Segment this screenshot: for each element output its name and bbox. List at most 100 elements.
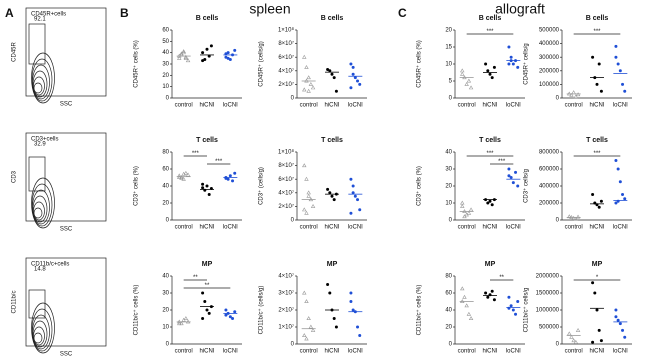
chart-title: MP (485, 261, 496, 268)
y-tick-label: 20 (445, 325, 452, 331)
data-point (614, 201, 618, 205)
x-tick-label: loCNI (223, 349, 238, 355)
data-point (593, 291, 597, 295)
data-point (591, 340, 595, 344)
data-point (460, 71, 465, 76)
data-point (353, 76, 357, 80)
data-point (201, 59, 205, 63)
y-axis-label: CD3⁺ cells (%) (133, 166, 140, 206)
gate-pct: 92.1 (34, 17, 46, 23)
y-tick-label: 400000 (539, 184, 560, 190)
x-tick-label: hiCNI (482, 103, 497, 109)
data-point (507, 62, 511, 66)
x-tick-label: control (175, 349, 193, 355)
x-tick-label: loCNI (613, 349, 628, 355)
y-tick-label: 10 (445, 62, 452, 68)
data-point (571, 215, 576, 220)
axes (454, 152, 525, 221)
y-tick-label: 40 (445, 308, 452, 314)
data-point (509, 304, 513, 308)
data-point (302, 207, 307, 212)
data-point (575, 214, 581, 219)
x-tick-label: hiCNI (199, 225, 214, 231)
data-point (614, 55, 618, 59)
data-point (179, 175, 184, 180)
axes (561, 152, 632, 221)
data-point (623, 335, 627, 339)
flow-plot (25, 132, 107, 222)
data-point (351, 72, 355, 76)
data-point (488, 72, 492, 76)
data-point (486, 201, 490, 205)
y-tick-label: 800000 (539, 150, 560, 156)
data-point (349, 300, 353, 303)
data-point (207, 193, 211, 196)
y-tick-label: 80 (445, 274, 452, 280)
flow-xlabel: SSC (60, 102, 73, 108)
data-point (591, 55, 595, 59)
x-tick-label: hiCNI (589, 225, 604, 231)
data-point (302, 290, 307, 295)
data-point (326, 67, 330, 71)
contour (31, 177, 55, 229)
data-point (507, 174, 511, 178)
data-point (349, 291, 353, 295)
y-tick-label: 200000 (539, 201, 560, 207)
contour (31, 183, 53, 227)
y-tick-label: 2000000 (536, 274, 560, 280)
gate-label: CD45R+cells (31, 12, 66, 18)
y-tick-label: 40 (162, 274, 169, 280)
y-tick-label: 600000 (539, 167, 560, 173)
contour (32, 189, 50, 225)
data-point (183, 316, 189, 320)
flow-plot (25, 7, 107, 97)
data-point (205, 184, 209, 188)
y-tick-label: 500000 (539, 325, 560, 331)
y-axis-label: CD3⁺ cells/g (523, 169, 530, 203)
data-point (328, 191, 332, 195)
data-point (351, 65, 355, 69)
panel-label: B (120, 6, 129, 20)
significance: *** (486, 29, 494, 35)
data-point (623, 197, 627, 201)
data-point (516, 65, 520, 69)
data-point (185, 58, 191, 63)
data-point (573, 94, 579, 99)
y-tick-label: 20 (162, 73, 169, 79)
x-tick-label: control (175, 225, 193, 231)
data-point (181, 49, 186, 54)
data-point (302, 333, 307, 337)
data-point (599, 199, 603, 203)
x-tick-label: loCNI (348, 349, 363, 355)
data-point (356, 198, 360, 202)
data-point (181, 171, 186, 176)
data-point (492, 298, 496, 302)
data-point (621, 82, 625, 86)
y-tick-label: 0 (166, 96, 170, 102)
data-point (302, 163, 307, 168)
data-point (468, 85, 474, 90)
data-point (514, 170, 518, 174)
data-point (201, 317, 205, 320)
data-point (205, 47, 209, 51)
y-tick-label: 20 (445, 184, 452, 190)
chart-title: B cells (196, 15, 219, 22)
significance: ** (193, 275, 198, 281)
y-axis-label: CD45R⁺ cells/g (523, 43, 530, 85)
data-point (183, 170, 189, 175)
data-point (233, 171, 237, 175)
data-point (181, 50, 186, 55)
data-point (183, 54, 189, 59)
y-tick-label: 100000 (539, 82, 560, 88)
data-point (203, 300, 207, 303)
data-point (179, 175, 184, 179)
y-tick-label: 1000000 (536, 308, 560, 314)
y-tick-label: 300000 (539, 55, 560, 61)
data-point (511, 181, 515, 185)
y-tick-label: 0 (556, 218, 560, 224)
data-point (614, 44, 618, 48)
y-tick-label: 60 (162, 28, 169, 34)
y-tick-label: 20 (162, 308, 169, 314)
data-point (306, 88, 311, 93)
y-tick-label: 0 (291, 218, 295, 224)
